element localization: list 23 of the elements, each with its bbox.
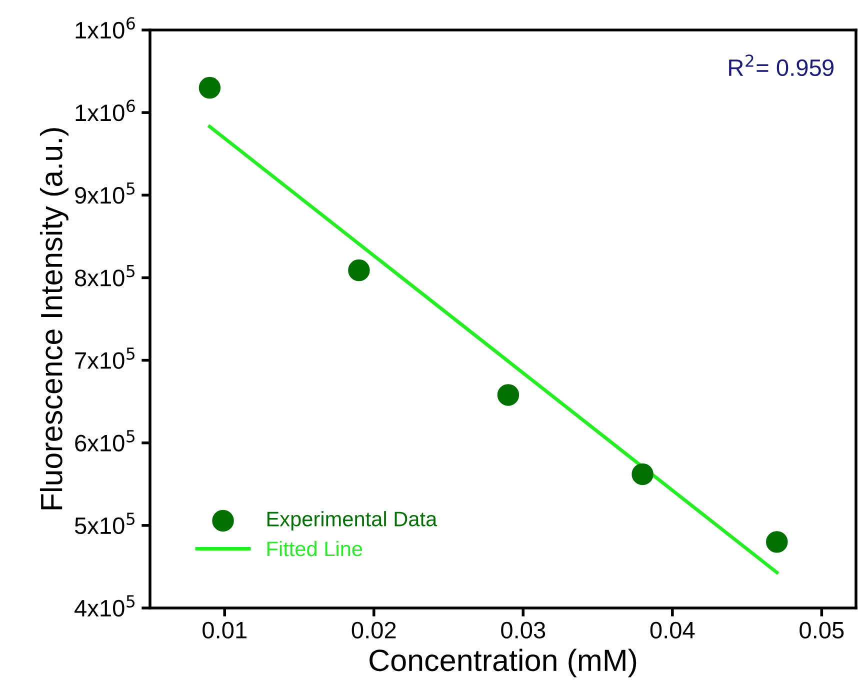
y-tick-label: 1x10$^{6}$ — [76, 17, 135, 39]
x-tick-label: 0.05 — [800, 622, 844, 639]
legend-label: Fitted Line — [267, 540, 362, 556]
point — [497, 384, 520, 406]
y-tick-label: 5x10$^{5}$ — [74, 512, 134, 534]
x-tick-label: 0.03 — [501, 622, 546, 639]
y-tick-label: 1x10$^{6}$ — [76, 100, 135, 122]
point — [766, 531, 788, 553]
x-tick-label: 0.02 — [352, 622, 396, 639]
x-tick-label: 0.04 — [650, 622, 695, 639]
x-axis-title: Concentration (mM) — [370, 648, 636, 678]
point — [348, 259, 370, 282]
annotation: R$^{2}$= 0.959 — [729, 54, 834, 76]
point — [632, 463, 654, 486]
x-tick-label: 0.01 — [202, 622, 246, 639]
point — [198, 76, 221, 99]
y-tick-label: 4x10$^{5}$ — [74, 595, 134, 617]
y-tick-label: 7x10$^{5}$ — [75, 348, 134, 369]
legend-label: Experimental Data — [267, 511, 438, 531]
y-axis-title: Fluorescence Intensity (a.u.) — [40, 128, 68, 510]
y-tick-label: 9x10$^{5}$ — [75, 182, 134, 204]
y-tick-label: 8x10$^{5}$ — [75, 265, 134, 286]
y-tick-label: 6x10$^{5}$ — [75, 430, 134, 452]
